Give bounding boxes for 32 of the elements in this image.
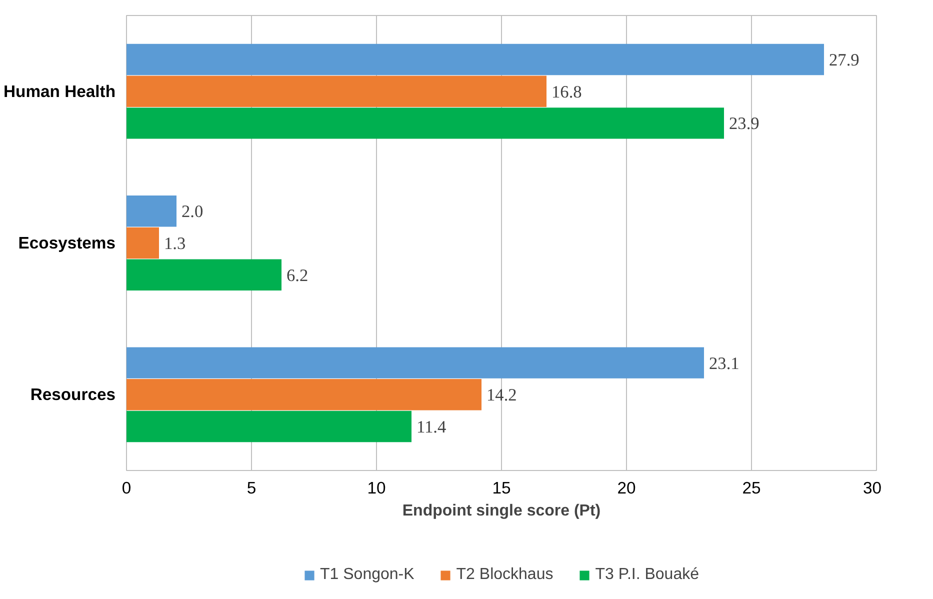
legend-label: T3 P.I. Bouaké	[595, 566, 699, 584]
bar	[126, 196, 176, 227]
data-label: 27.9	[829, 50, 860, 70]
bar	[126, 108, 724, 139]
x-tick-label: 25	[742, 478, 761, 498]
x-tick-label: 10	[367, 478, 386, 498]
x-tick-label: 5	[246, 478, 256, 498]
data-label: 2.0	[182, 202, 204, 222]
bar	[126, 44, 824, 76]
bar	[126, 410, 412, 442]
data-label: 11.4	[416, 418, 447, 437]
data-label: 16.8	[552, 82, 582, 102]
x-tick-label: 20	[617, 478, 636, 498]
bar	[126, 227, 159, 259]
data-label: 1.3	[164, 234, 186, 253]
bar	[126, 379, 482, 410]
y-tick-label: Human Health	[4, 82, 116, 101]
legend-label: T2 Blockhaus	[456, 566, 554, 584]
data-label: 6.2	[286, 266, 308, 285]
bar	[126, 347, 704, 378]
x-tick-label: 0	[122, 478, 132, 498]
y-tick-label: Ecosystems	[18, 234, 116, 252]
x-tick-label: 30	[862, 478, 882, 498]
bar	[126, 76, 546, 107]
x-tick-label: 15	[492, 478, 511, 498]
x-axis-title: Endpoint single score (Pt)	[402, 502, 601, 520]
data-label: 14.2	[486, 386, 517, 405]
data-label: 23.1	[709, 354, 740, 373]
bar	[126, 259, 282, 290]
data-label: 23.9	[729, 114, 760, 134]
y-tick-label: Resources	[30, 385, 116, 404]
legend-label: T1 Songon-K	[320, 566, 414, 584]
